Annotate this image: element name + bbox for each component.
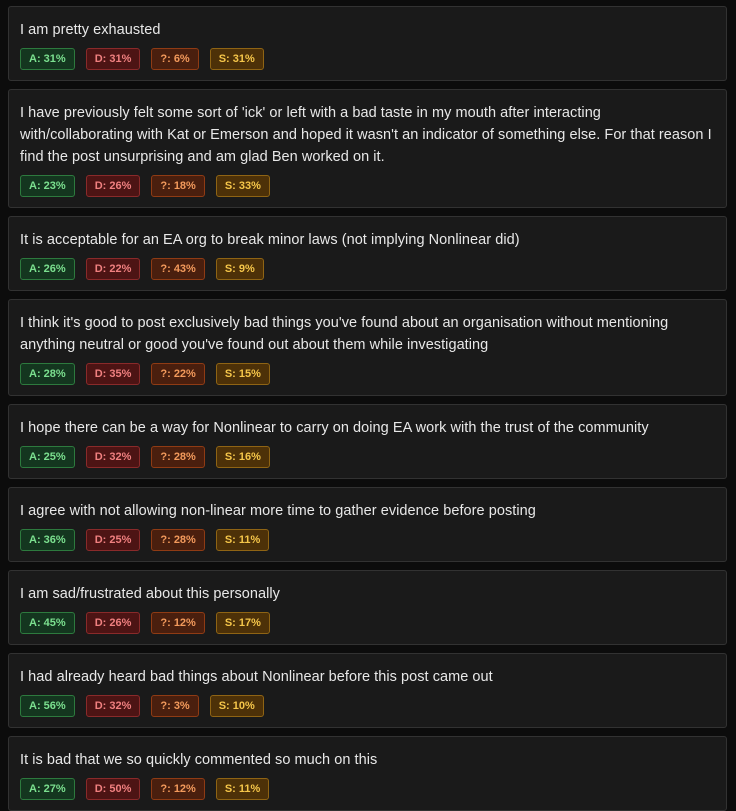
skip-badge: S: 11% [215, 529, 270, 551]
statement-card: I agree with not allowing non-linear mor… [8, 487, 727, 562]
statement-card: I am sad/frustrated about this personall… [8, 570, 727, 645]
statement-text: I have previously felt some sort of 'ick… [20, 105, 712, 165]
agree-badge: A: 56% [20, 695, 75, 717]
statement-text: I had already heard bad things about Non… [20, 669, 493, 685]
unsure-badge: ?: 43% [151, 258, 205, 280]
disagree-badge: D: 26% [85, 175, 141, 197]
vote-badges: A: 45% D: 26% ?: 12% S: 17% [20, 612, 715, 634]
unsure-badge: ?: 22% [151, 363, 205, 385]
disagree-badge: D: 32% [85, 446, 141, 468]
vote-badges: A: 28% D: 35% ?: 22% S: 15% [20, 363, 715, 385]
statement-card: It is bad that we so quickly commented s… [8, 736, 727, 811]
statement-text: It is bad that we so quickly commented s… [20, 752, 378, 768]
vote-badges: A: 27% D: 50% ?: 12% S: 11% [20, 778, 715, 800]
agree-badge: A: 23% [20, 175, 75, 197]
agree-badge: A: 26% [20, 258, 75, 280]
disagree-badge: D: 26% [85, 612, 141, 634]
unsure-badge: ?: 28% [151, 529, 205, 551]
skip-badge: S: 16% [215, 446, 270, 468]
vote-badges: A: 23% D: 26% ?: 18% S: 33% [20, 175, 715, 197]
vote-badges: A: 26% D: 22% ?: 43% S: 9% [20, 258, 715, 280]
skip-badge: S: 9% [215, 258, 264, 280]
statement-text: I am sad/frustrated about this personall… [20, 586, 280, 602]
skip-badge: S: 17% [215, 612, 270, 634]
statement-text: I hope there can be a way for Nonlinear … [20, 420, 649, 436]
statement-text: I think it's good to post exclusively ba… [20, 315, 669, 353]
skip-badge: S: 31% [209, 48, 264, 70]
statement-card: It is acceptable for an EA org to break … [8, 216, 727, 291]
vote-badges: A: 56% D: 32% ?: 3% S: 10% [20, 695, 715, 717]
statement-text: I agree with not allowing non-linear mor… [20, 503, 536, 519]
statement-card: I am pretty exhausted A: 31% D: 31% ?: 6… [8, 6, 727, 81]
vote-badges: A: 25% D: 32% ?: 28% S: 16% [20, 446, 715, 468]
unsure-badge: ?: 28% [151, 446, 205, 468]
unsure-badge: ?: 18% [151, 175, 205, 197]
skip-badge: S: 33% [215, 175, 270, 197]
statement-card: I have previously felt some sort of 'ick… [8, 89, 727, 208]
skip-badge: S: 10% [209, 695, 264, 717]
agree-badge: A: 25% [20, 446, 75, 468]
skip-badge: S: 15% [215, 363, 270, 385]
agree-badge: A: 45% [20, 612, 75, 634]
unsure-badge: ?: 12% [151, 778, 205, 800]
disagree-badge: D: 50% [85, 778, 141, 800]
statement-card: I think it's good to post exclusively ba… [8, 299, 727, 396]
disagree-badge: D: 32% [85, 695, 141, 717]
unsure-badge: ?: 12% [151, 612, 205, 634]
statement-card: I hope there can be a way for Nonlinear … [8, 404, 727, 479]
vote-badges: A: 31% D: 31% ?: 6% S: 31% [20, 48, 715, 70]
unsure-badge: ?: 6% [151, 48, 199, 70]
statement-text: I am pretty exhausted [20, 22, 161, 38]
statement-text: It is acceptable for an EA org to break … [20, 232, 520, 248]
disagree-badge: D: 22% [85, 258, 141, 280]
agree-badge: A: 31% [20, 48, 75, 70]
agree-badge: A: 28% [20, 363, 75, 385]
vote-badges: A: 36% D: 25% ?: 28% S: 11% [20, 529, 715, 551]
disagree-badge: D: 31% [85, 48, 141, 70]
statement-card: I had already heard bad things about Non… [8, 653, 727, 728]
disagree-badge: D: 35% [85, 363, 141, 385]
disagree-badge: D: 25% [85, 529, 141, 551]
unsure-badge: ?: 3% [151, 695, 199, 717]
agree-badge: A: 36% [20, 529, 75, 551]
